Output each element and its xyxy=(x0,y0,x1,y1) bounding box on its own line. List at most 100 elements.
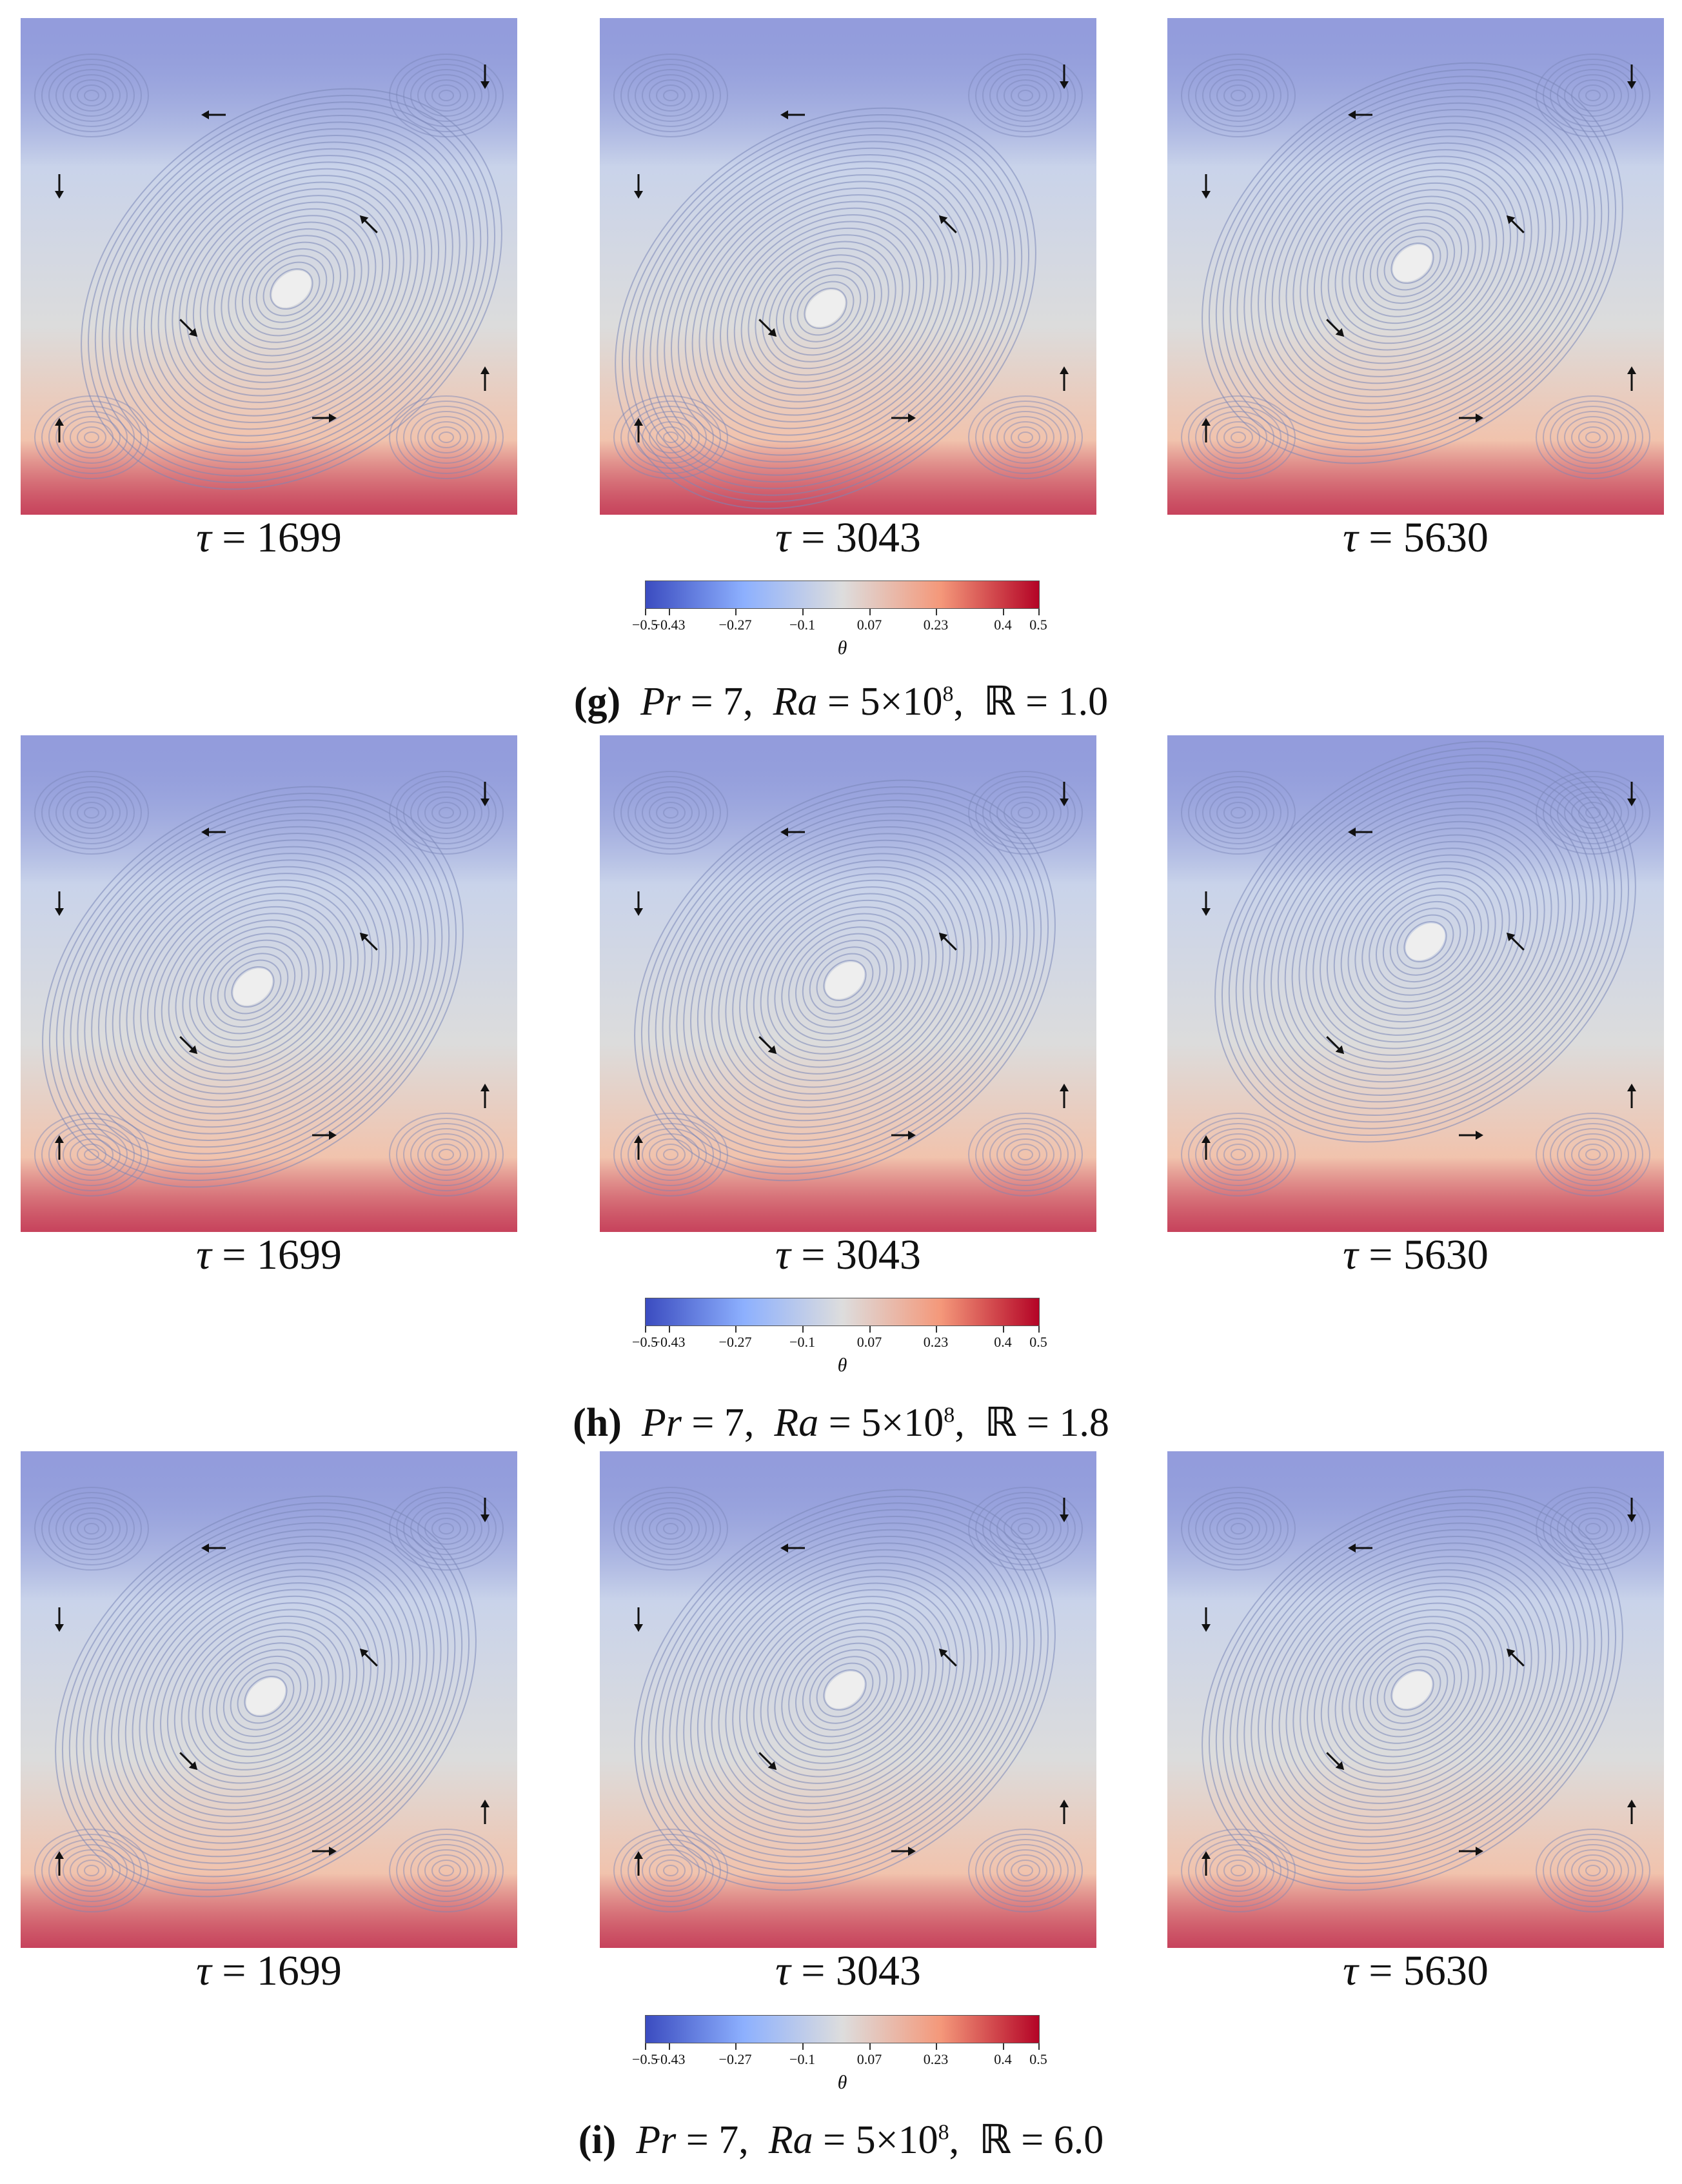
colorbar-tick-label: 0.07 xyxy=(856,2051,882,2067)
flow-arrow xyxy=(1060,1084,1069,1108)
streamline xyxy=(739,879,951,1082)
corner-streamline xyxy=(41,1492,142,1565)
row-parameter-label: (g) Pr = 7, Ra = 5×108, ℝ = 1.0 xyxy=(573,677,1109,724)
corner-streamline xyxy=(77,426,106,448)
corner-streamline xyxy=(620,776,721,849)
corner-streamline xyxy=(1231,807,1246,819)
streamline xyxy=(42,786,464,1188)
streamline xyxy=(224,959,282,1015)
colorbar-tick-label: −0.1 xyxy=(789,617,815,633)
corner-streamline xyxy=(1557,1502,1629,1555)
corner-streamline xyxy=(1585,432,1601,443)
corner-streamline xyxy=(1202,786,1274,839)
streamline xyxy=(49,792,457,1182)
colorbar-tick-label: 0.5 xyxy=(1029,2051,1047,2067)
streamline xyxy=(1356,1636,1469,1744)
corner-streamline xyxy=(656,1144,686,1166)
corner-streamline xyxy=(41,1118,142,1191)
colorbar-tick-label: −0.5 xyxy=(632,617,658,633)
streamline xyxy=(747,234,904,382)
corner-streamline xyxy=(1216,1854,1260,1887)
corner-streamline xyxy=(975,1834,1076,1907)
flow-arrow xyxy=(1326,1036,1345,1055)
corner-streamline xyxy=(424,421,468,453)
streamline-field xyxy=(600,735,1096,1232)
corner-streamline xyxy=(613,395,728,479)
corner-streamline xyxy=(968,54,1083,137)
corner-streamline xyxy=(1231,90,1246,101)
corner-streamline xyxy=(1557,411,1629,464)
corner-streamline xyxy=(1536,1113,1650,1196)
corner-streamline xyxy=(1585,90,1601,101)
corner-streamline xyxy=(439,807,454,819)
streamline xyxy=(1361,880,1489,1003)
corner-streamline xyxy=(41,776,142,849)
corner-streamline xyxy=(439,1865,454,1876)
streamline xyxy=(795,933,895,1028)
streamline xyxy=(1389,908,1461,976)
flow-arrow xyxy=(1627,1800,1636,1824)
streamline xyxy=(1376,229,1449,297)
colorbar: −0.5 −0.43 −0.27 −0.1 0.07 0.23 0.4 0.5 θ xyxy=(632,1298,1047,1382)
streamline xyxy=(1390,242,1434,284)
streamline xyxy=(1347,868,1503,1016)
colorbar-tick xyxy=(669,609,670,615)
flow-arrow xyxy=(55,1607,64,1632)
streamline xyxy=(235,235,348,343)
flow-arrow xyxy=(1627,782,1636,806)
corner-streamline xyxy=(1578,426,1608,448)
colorbar-tick-label: −0.27 xyxy=(718,2051,752,2067)
corner-streamline xyxy=(1181,1487,1296,1571)
streamline xyxy=(1214,740,1636,1143)
streamline xyxy=(1327,182,1498,344)
streamline xyxy=(1202,1489,1623,1891)
corner-streamline xyxy=(1209,74,1267,117)
corner-streamline xyxy=(1202,69,1274,122)
streamline xyxy=(804,287,847,330)
corner-streamline xyxy=(1216,1138,1260,1171)
corner-streamline xyxy=(403,1497,490,1560)
streamline xyxy=(718,1569,972,1811)
corner-streamline xyxy=(63,74,121,117)
streamline xyxy=(1264,1549,1561,1831)
corner-streamline xyxy=(63,791,121,834)
streamline xyxy=(237,1669,295,1724)
corner-streamline xyxy=(613,1113,728,1196)
streamline xyxy=(157,161,426,417)
flow-arrow xyxy=(1060,782,1069,806)
streamline xyxy=(133,873,373,1101)
streamline xyxy=(676,819,1014,1142)
corner-streamline xyxy=(1202,1128,1274,1181)
corner-streamline xyxy=(63,1849,121,1892)
corner-streamline xyxy=(642,1507,700,1550)
corner-streamline xyxy=(431,1518,461,1540)
streamline xyxy=(753,1602,937,1778)
streamline xyxy=(677,167,974,450)
streamline xyxy=(1277,800,1574,1083)
streamline xyxy=(164,168,419,410)
corner-streamline xyxy=(70,1854,114,1887)
streamline xyxy=(642,134,1009,482)
flow-arrow xyxy=(1459,1847,1483,1856)
streamline xyxy=(217,953,289,1021)
corner-streamline xyxy=(1557,1844,1629,1897)
streamline xyxy=(782,267,869,350)
corner-streamline xyxy=(389,54,504,137)
flow-arrow xyxy=(891,413,916,422)
colorbar-tick-label: −0.1 xyxy=(789,2051,815,2067)
streamline xyxy=(202,1635,330,1758)
streamline xyxy=(119,859,387,1115)
colorbar-tick-label: 0.4 xyxy=(994,617,1012,633)
streamline xyxy=(1271,794,1580,1089)
corner-streamline xyxy=(1550,781,1636,844)
flow-arrow xyxy=(634,1851,643,1876)
corner-streamline xyxy=(1557,1128,1629,1181)
flow-arrow xyxy=(780,828,805,837)
corner-streamline xyxy=(1550,64,1636,127)
corner-streamline xyxy=(417,74,475,117)
corner-streamline xyxy=(77,84,106,106)
colorbar-tick xyxy=(645,1326,646,1333)
corner-streamline xyxy=(1004,797,1047,829)
streamline xyxy=(215,1649,316,1744)
colorbar-tick xyxy=(802,1326,804,1333)
